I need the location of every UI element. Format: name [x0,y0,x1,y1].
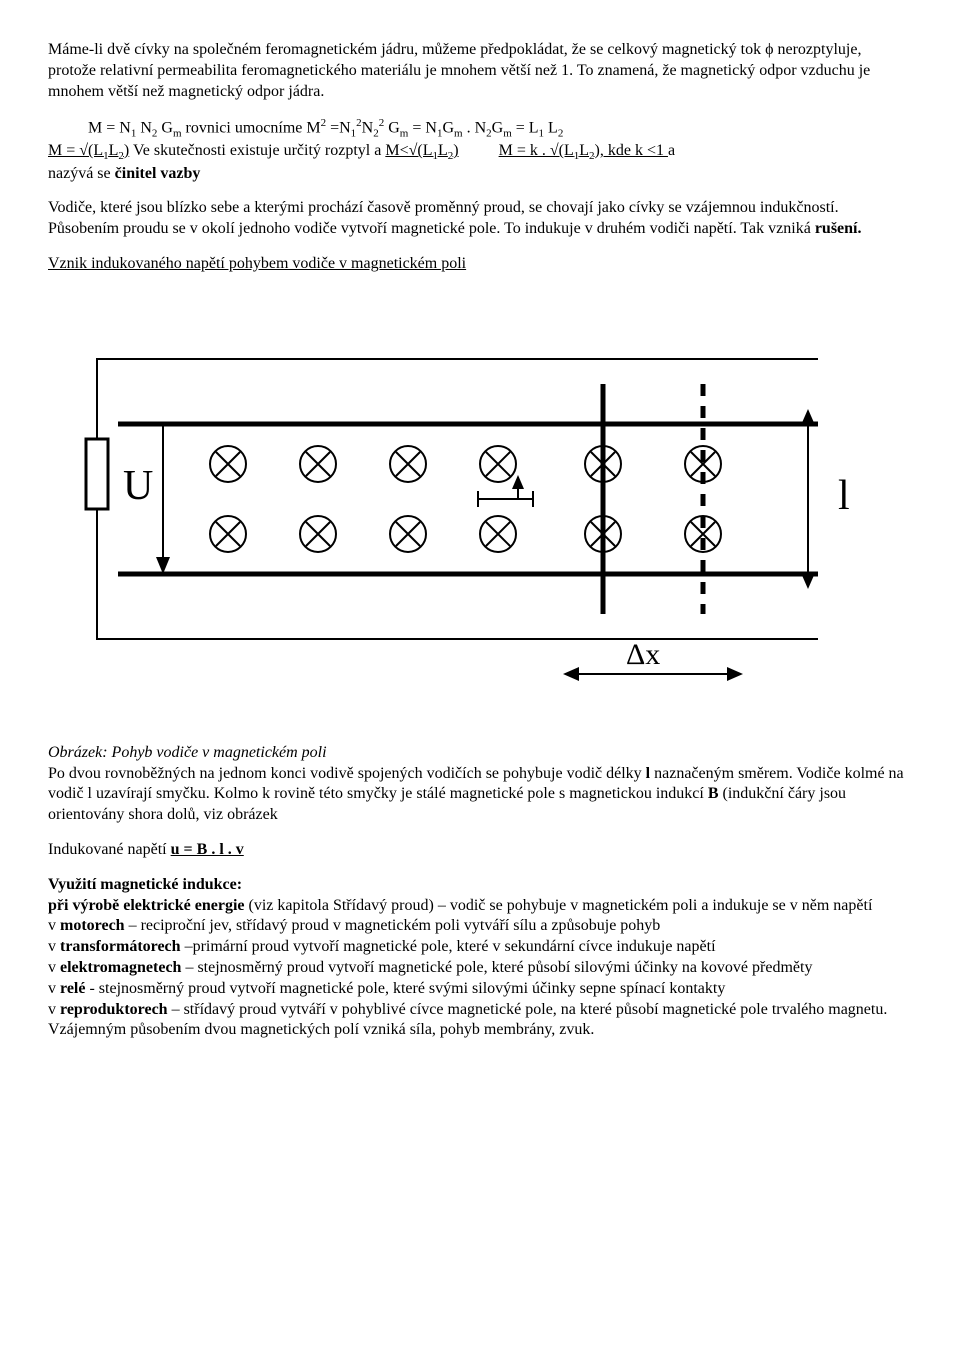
field-crosses-row2 [210,516,721,552]
formula-u: u = B . l . v [171,841,244,858]
current-arrowhead [156,557,170,574]
text: v [48,917,60,934]
use-item-6: v reproduktorech – střídavý proud vytvář… [48,1000,912,1042]
use-item-5: v relé - stejnosměrný proud vytvoří magn… [48,979,912,1000]
bold: relé [60,980,85,997]
eq-t: G [384,120,400,137]
use-item-2: v motorech – reciproční jev, střídavý pr… [48,916,912,937]
eq-t: . N [463,120,487,137]
resistor-symbol [86,439,108,509]
intro-para: Máme-li dvě cívky na společném feromagne… [48,40,912,102]
eq-s: m [173,128,182,140]
text: Po dvou rovnoběžných na jednom konci vod… [48,765,646,782]
eq-t: M = N [88,120,131,137]
use-item-4: v elektromagnetech – stejnosměrný proud … [48,958,912,979]
eq-s: 1 [351,128,357,140]
eq-t: Ve skutečnosti existuje určitý rozptyl a [129,142,385,159]
para-ruseni: Vodiče, které jsou blízko sebe a kterými… [48,198,912,240]
bold: transformátorech [60,938,181,955]
cinitel-line: nazývá se činitel vazby [48,164,912,185]
text: – střídavý proud vytváří v pohyblivé cív… [48,1001,887,1039]
label-U: U [123,463,153,509]
use-item-1: při výrobě elektrické energie (viz kapit… [48,896,912,917]
label-l: l [838,473,850,519]
eq-t: L [109,142,119,159]
field-crosses-row1 [210,446,721,482]
induced-voltage-line: Indukované napětí u = B . l . v [48,840,912,861]
eq-t [459,142,499,159]
eq-s: 2 [558,128,564,140]
heading-vyuziti: Využití magnetické indukce: [48,875,912,896]
bold: motorech [60,917,125,934]
text: (viz kapitola Střídavý proud) – vodič se… [245,897,873,914]
label-dx: Δx [626,638,660,671]
bold-B: B [708,785,719,802]
ruseni-bold: rušení. [815,220,862,237]
heading-text: Vznik indukovaného napětí pohybem vodiče… [48,255,466,272]
heading-vznik: Vznik indukovaného napětí pohybem vodiče… [48,254,912,275]
eq-t: G [442,120,454,137]
eq-t: = L [512,120,539,137]
wire-top-outer [97,359,818,439]
text: v [48,938,60,955]
text: nazývá se [48,165,115,182]
bold: při výrobě elektrické energie [48,897,245,914]
text: – reciproční jev, střídavý proud v magne… [125,917,661,934]
cinitel-bold: činitel vazby [115,165,201,182]
use-item-3: v transformátorech –primární proud vytvo… [48,937,912,958]
bold: reproduktorech [60,1001,168,1018]
eq-line-1: M = N1 N2 Gm rovnici umocníme M2 =N12N22… [48,116,912,141]
eq-t: = N [408,120,437,137]
text: – stejnosměrný proud vytvoří magnetické … [181,959,812,976]
text: Indukované napětí [48,841,171,858]
text: Vodiče, které jsou blízko sebe a kterými… [48,199,839,237]
eq-t: rovnici umocníme M [182,120,321,137]
para-description: Po dvou rovnoběžných na jednom konci vod… [48,764,912,826]
eq-t: L [579,142,589,159]
eq-t: ), kde k <1 [595,142,668,159]
text: - stejnosměrný proud vytvoří magnetické … [85,980,725,997]
eq-t: N [362,120,374,137]
eq-u: M = k . √(L1L2), kde k <1 [499,142,668,159]
diagram-figure: U l Δx [48,299,912,719]
length-l-arrow [801,409,815,589]
text: v [48,959,60,976]
eq-t: G [492,120,504,137]
text: –primární proud vytvoří magnetické pole,… [181,938,716,955]
eq-t: M<√(L [385,142,432,159]
eq-s: 2 [373,128,379,140]
eq-s: m [454,128,463,140]
eq-u: M<√(L1L2) [385,142,458,159]
eq-t: N [136,120,152,137]
bold: elektromagnetech [60,959,181,976]
eq-u: M = √(L1L2) [48,142,129,159]
eq-t: G [157,120,173,137]
eq-line-2: M = √(L1L2) Ve skutečnosti existuje urči… [48,141,912,163]
eq-t: M = √(L [48,142,103,159]
eq-s: m [503,128,512,140]
text: v [48,1001,60,1018]
eq-t: L [438,142,448,159]
eq-t: L [544,120,558,137]
eq-t: M = k . √(L [499,142,574,159]
eq-t: =N [326,120,351,137]
eq-t: a [668,142,675,159]
intro-text: Máme-li dvě cívky na společném feromagne… [48,41,870,100]
text: v [48,980,60,997]
figure-caption: Obrázek: Pohyb vodiče v magnetickém poli [48,743,912,764]
circuit-diagram-svg: U l Δx [48,299,868,719]
